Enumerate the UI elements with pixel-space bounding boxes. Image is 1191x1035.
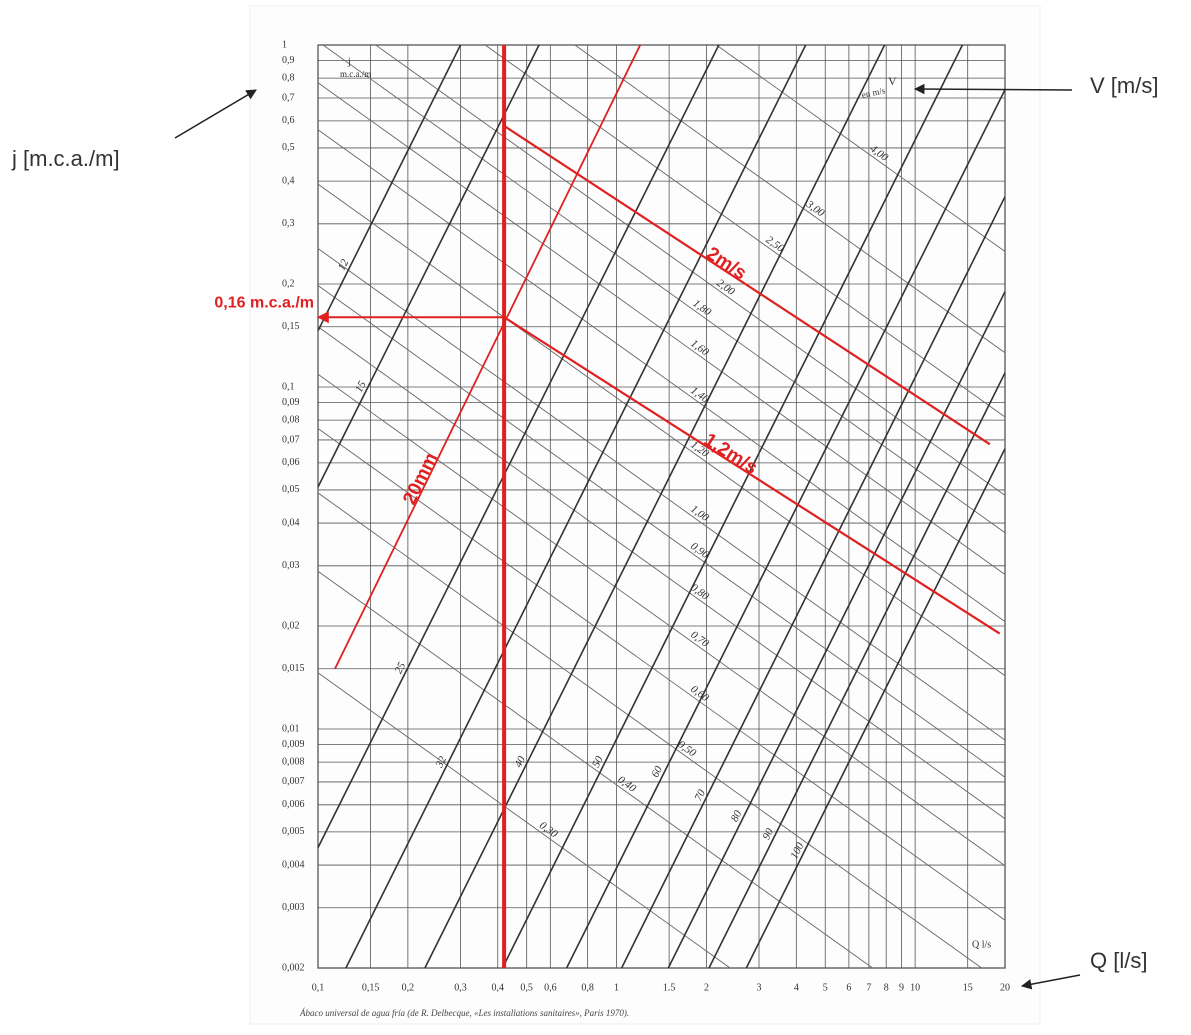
- y-tick-label: 0,007: [282, 776, 305, 787]
- y-tick-label: 0,07: [282, 434, 300, 445]
- diameter-line: [667, 291, 1006, 969]
- diameter-line: [501, 44, 964, 969]
- highlight-line: [503, 124, 991, 446]
- y-tick-label: 0,1: [282, 381, 295, 392]
- velocity-label: V [m/s]: [1090, 73, 1158, 98]
- y-tick-label: 0,04: [282, 517, 300, 528]
- inner-label: en m/s: [861, 85, 887, 100]
- velocity-line: [317, 129, 1006, 622]
- velocity-line: [317, 285, 1006, 778]
- x-tick-label: 4: [794, 982, 799, 993]
- velocity-line: [484, 44, 1006, 418]
- x-tick-label: 8: [884, 982, 889, 993]
- y-tick-label: 0,002: [282, 962, 305, 973]
- y-tick-label: 0,03: [282, 560, 300, 571]
- y-tick-label: 0,15: [282, 321, 300, 332]
- inner-label: j: [347, 56, 351, 67]
- x-tick-label: 20: [1000, 982, 1010, 993]
- y-tick-label: 0,4: [282, 175, 295, 186]
- y-axis-label: j [m.c.a./m]: [11, 146, 120, 171]
- arrow: [1020, 974, 1081, 990]
- velocity-line: [375, 44, 1006, 496]
- diameter-line: [745, 448, 1006, 969]
- y-tick-label: 0,09: [282, 397, 300, 408]
- diameter-line: [620, 196, 1006, 969]
- x-tick-label: 15: [963, 982, 973, 993]
- x-tick-label: 0,4: [492, 982, 505, 993]
- y-tick-label: 0,009: [282, 739, 305, 750]
- y-tick-label: 0,015: [282, 663, 305, 674]
- x-tick-label: 7: [866, 982, 871, 993]
- y-tick-label: 0,9: [282, 55, 295, 66]
- inner-label: m.c.a./m: [340, 69, 371, 79]
- y-tick-label: 0,02: [282, 620, 300, 631]
- y-tick-label: 0,8: [282, 72, 295, 83]
- y-tick-label: 0,01: [282, 723, 300, 734]
- highlight-line: [334, 44, 642, 670]
- x-tick-label: 10: [910, 982, 920, 993]
- x-tick-label: 0,2: [402, 982, 415, 993]
- velocity-line: [574, 44, 1006, 354]
- y-tick-label: 0,08: [282, 414, 300, 425]
- x-axis-label: Q [l/s]: [1090, 948, 1147, 973]
- x-tick-label: 0,5: [520, 982, 533, 993]
- diameter-line: [565, 89, 1006, 969]
- diameter-line: [345, 44, 807, 969]
- velocity-line: [716, 44, 1006, 252]
- y-tick-label: 0,004: [282, 859, 305, 870]
- x-tick-label: 0,8: [581, 982, 594, 993]
- plot-area: 0,1 0,15 0,2 0,3 0,4 0,5 0,6 0,8 1 1.5 2 3 4 5 6 7 8 9 10 1…: [214, 39, 1010, 993]
- x-tick-label: 6: [846, 982, 851, 993]
- x-tick-label: 0,15: [362, 982, 380, 993]
- velocity-line: [317, 373, 1006, 867]
- j-reading-label: 0,16 m.c.a./m: [214, 294, 314, 311]
- highlight-line: [503, 316, 1001, 635]
- inner-label: V: [888, 74, 897, 88]
- y-tick-label: 0,2: [282, 278, 295, 289]
- y-tick-label: 0,5: [282, 142, 295, 153]
- diameter-line: [708, 372, 1006, 969]
- y-tick-label: 0,3: [282, 218, 295, 229]
- x-tick-label: 5: [823, 982, 828, 993]
- velocity-line: [322, 44, 1006, 534]
- diameter-line: [317, 44, 462, 332]
- y-tick-label: 0,05: [282, 484, 300, 495]
- inner-label: Q l/s: [972, 939, 991, 950]
- y-tick-label: 1: [282, 39, 287, 50]
- velocity-line: [317, 183, 1006, 677]
- x-tick-label: 0,3: [454, 982, 467, 993]
- y-tick-label: 0,6: [282, 115, 295, 126]
- x-tick-label: 0,6: [544, 982, 557, 993]
- diameter-line: [317, 44, 720, 848]
- y-tick-label: 0,008: [282, 756, 305, 767]
- x-tick-label: 1.5: [663, 982, 676, 993]
- velocity-line: [317, 326, 1006, 820]
- y-tick-label: 0,003: [282, 902, 305, 913]
- caption: Ábaco universal de agua fría (de R. Delb…: [299, 1008, 629, 1018]
- diameter-line-label: 32: [433, 754, 449, 771]
- x-tick-label: 9: [899, 982, 904, 993]
- arrow: [174, 89, 257, 139]
- velocity-line: [317, 82, 1006, 575]
- arrow: [913, 83, 1073, 95]
- x-tick-label: 0,1: [312, 982, 325, 993]
- x-tick-label: 1: [614, 982, 619, 993]
- y-tick-label: 0,06: [282, 457, 300, 468]
- velocity-line: [317, 428, 1006, 921]
- velocity-line: [317, 672, 731, 969]
- diameter-line-label: 70: [692, 787, 708, 803]
- y-tick-label: 0,006: [282, 799, 305, 810]
- x-tick-label: 3: [757, 982, 762, 993]
- y-tick-label: 0,7: [282, 92, 295, 103]
- velocity-line: [317, 492, 982, 969]
- diameter-line: [424, 44, 886, 969]
- x-tick-label: 2: [704, 982, 709, 993]
- y-tick-label: 0,005: [282, 826, 305, 837]
